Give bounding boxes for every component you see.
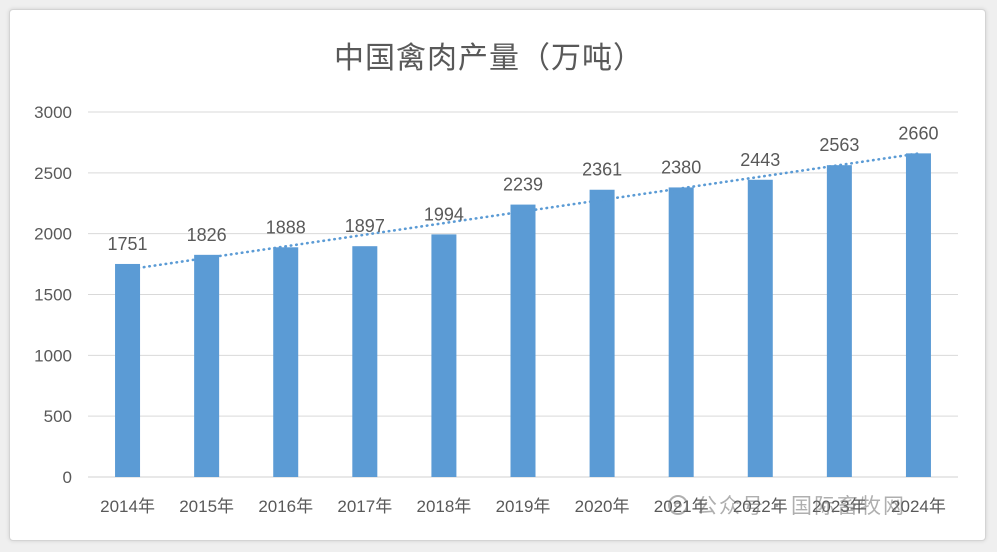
data-label: 2563 — [819, 135, 859, 155]
bar — [826, 165, 852, 477]
y-tick-label: 2500 — [34, 164, 72, 183]
x-axis-tick-labels: 2014年 2015年 2016年 2017年 2018年 2019年 2020年 2021年… — [100, 497, 946, 516]
data-label: 1888 — [266, 217, 306, 237]
x-tick-label: 2024年 — [891, 497, 946, 516]
data-label: 2443 — [740, 150, 780, 170]
data-labels: 1751 1826 1888 1897 1994 2239 2361 2380 2443 2563… — [108, 123, 939, 254]
y-tick-label: 1000 — [34, 346, 72, 365]
data-label: 1994 — [424, 204, 464, 224]
trendline-layer — [126, 152, 920, 271]
data-label: 2361 — [582, 160, 622, 180]
trendline — [126, 152, 920, 271]
y-tick-label: 2000 — [34, 225, 72, 244]
x-tick-label: 2020年 — [575, 497, 630, 516]
bar — [115, 263, 141, 477]
data-label: 2380 — [661, 157, 701, 177]
y-tick-label: 500 — [44, 407, 72, 426]
bar — [273, 247, 299, 477]
bar — [194, 254, 220, 477]
x-tick-label: 2015年 — [179, 497, 234, 516]
data-label: 2239 — [503, 175, 543, 195]
x-tick-label: 2014年 — [100, 497, 155, 516]
y-tick-label: 0 — [63, 468, 72, 487]
x-tick-label: 2016年 — [258, 497, 313, 516]
bar — [905, 153, 931, 477]
bar — [668, 187, 694, 477]
data-label: 1751 — [108, 234, 148, 254]
y-tick-label: 1500 — [34, 286, 72, 305]
bar — [431, 234, 457, 477]
x-tick-label: 2022年 — [733, 497, 788, 516]
chart-panel — [9, 9, 986, 541]
y-axis-tick-labels: 0 500 1000 1500 2000 2500 3000 — [34, 103, 72, 487]
x-tick-label: 2018年 — [416, 497, 471, 516]
data-label: 2660 — [898, 123, 938, 143]
bar — [589, 189, 615, 477]
bar — [352, 246, 378, 477]
data-label: 1826 — [187, 225, 227, 245]
y-tick-label: 3000 — [34, 103, 72, 122]
x-tick-label: 2021年 — [654, 497, 709, 516]
chart-title: 中国禽肉产量（万吨） — [334, 41, 644, 76]
data-label: 1897 — [345, 216, 385, 236]
bars — [115, 153, 931, 478]
x-tick-label: 2019年 — [496, 497, 551, 516]
x-tick-label: 2017年 — [337, 497, 392, 516]
x-tick-label: 2023年 — [812, 497, 867, 516]
bar — [747, 179, 773, 478]
bar — [510, 204, 536, 478]
